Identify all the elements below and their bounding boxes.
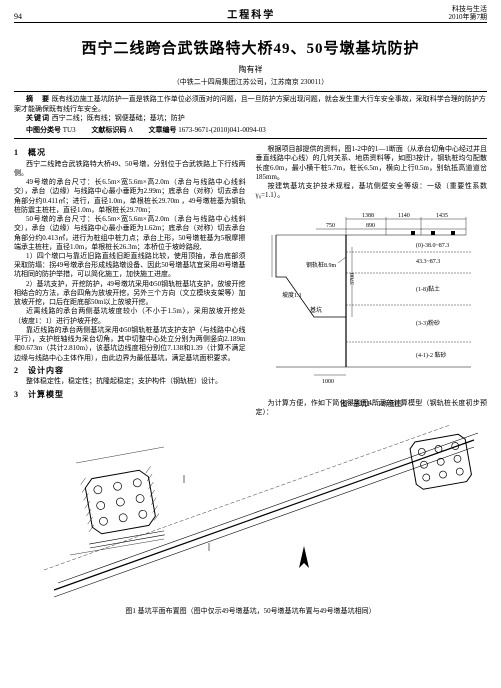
- dim-bottom-width: 1000: [322, 379, 334, 385]
- para-8: 整体稳定性，稳定性；抗隆起稳定；支护构件（钢轨桩）设计。: [14, 377, 246, 386]
- para-2: 49号墩的承台尺寸：长6.5m×宽5.6m×高2.0m（承台与线路中心线斜交），…: [14, 178, 246, 215]
- layer-1: 43.3~87.3: [416, 259, 440, 265]
- column-left: 1 概况 西宁二线跨合武铁路特大桥49、50号墩，分别位于合武铁路上下行线两侧。…: [14, 145, 246, 417]
- abstract-block: 摘 要 既有线边施工基坑防护一直是铁路工作单位必须面对的问题，且一旦防护方案出现…: [14, 91, 487, 139]
- para-5: 2）基坑支护，开挖防护，49号墩坑采用Φ50钢轨桩基坑支护，放坡开挖相结合的方法…: [14, 280, 246, 308]
- journal-info: 科技与生活 2010年第7期: [449, 6, 488, 21]
- doc-label: 文献标识码: [91, 126, 126, 134]
- para-r2: 按建筑基坑支护技术规程，基坑侧壁安全等级：一级（重要性系数 γ₀=1.1）。: [256, 182, 488, 200]
- section-3-header: 3 计算模型: [14, 390, 246, 401]
- page-header: 94 工程科学 科技与生活 2010年第7期: [14, 6, 487, 23]
- section-1-header: 1 概况: [14, 148, 246, 159]
- section-svg: 1388 1140 1435 750 890 坡度1:1 钢轨桩8.9m: [266, 207, 476, 395]
- para-r1: 根据项目部提供的资料，图1-2中的1—1断面（从承台切角中心经过并且垂直线路中心…: [256, 145, 488, 182]
- layer-3: (3-3)粉砂: [416, 319, 440, 327]
- layer-2: (1-8)黏土: [416, 285, 440, 293]
- author-name: 陶有祥: [14, 64, 487, 75]
- basepit-label: 基坑: [310, 306, 322, 314]
- dim-top-1: 1388: [362, 213, 374, 219]
- dim-left-small: 750: [326, 223, 335, 229]
- keywords-text: 西宁二线；既有线；钢便基础；基坑；防护: [52, 114, 185, 122]
- page-number: 94: [14, 12, 54, 21]
- article-no-label: 文章编号: [149, 126, 177, 134]
- layer-0: (0)-38.0~87.3: [416, 242, 449, 249]
- section-2-header: 2 设计内容: [14, 366, 246, 377]
- figure1-caption: 图1 基坑平面布置图（图中仅示49号墩基坑，50号墩基坑布置与49号墩基坑相同）: [14, 606, 487, 616]
- dim-extra: 890: [366, 223, 375, 229]
- layer-4: (4-1)-2 黏砂: [416, 351, 447, 359]
- abstract-label: 摘 要: [26, 95, 50, 103]
- author-affiliation: （中铁二十四局集团江苏公司，江苏南京 230011）: [14, 77, 487, 87]
- plan-svg: [14, 425, 487, 603]
- para-1: 西宁二线跨合武铁路特大桥49、50号墩，分别位于合武铁路上下行线两侧。: [14, 160, 246, 178]
- article-title: 西宁二线跨合武铁路特大桥49、50号墩基坑防护: [14, 37, 487, 58]
- figure2-caption: 图3 基坑1—1断面图: [266, 400, 476, 409]
- dim-top-2: 1140: [398, 213, 410, 219]
- para-3: 50号墩的承台尺寸：长6.5m×宽5.6m×高2.0m（承台与线路中心线斜交），…: [14, 215, 246, 252]
- dim-top-3: 1435: [436, 213, 448, 219]
- nail-pile-label: 钢轨桩8.9m: [306, 261, 337, 269]
- doc-value: A: [128, 126, 133, 134]
- journal-section: 工程科学: [227, 6, 275, 21]
- class-label: 中图分类号: [26, 126, 61, 134]
- para-4: 1）四个墩口与靠近旧路直线旧距直线路比较，使用顶抽，承台底部须采取防塌：拐49号…: [14, 252, 246, 280]
- dim-height-main: 3700: [350, 273, 356, 285]
- para-6: 近离线路的承台两侧基坑坡度较小（不小于1.5m），采用放坡开挖处（坡度1：1）进…: [14, 307, 246, 325]
- abstract-text: 既有线边施工基坑防护一直是铁路工作单位必须面对的问题，且一旦防护方案出现问题，就…: [14, 95, 486, 112]
- class-value: TU3: [63, 126, 76, 134]
- figure-plan-view: [14, 425, 487, 603]
- journal-issue: 2010年第7期: [449, 14, 488, 22]
- slope-label: 坡度1:1: [282, 291, 302, 299]
- keywords-label: 关键词: [26, 114, 50, 122]
- article-no-value: 1673-9671-(2010)041-0094-03: [178, 126, 266, 134]
- para-7: 靠近线路的承台两侧基坑采用Φ50钢轨桩基坑支护支护（与线路中心线平行），支护桩轴…: [14, 326, 246, 363]
- column-right: 根据项目部提供的资料，图1-2中的1—1断面（从承台切角中心经过并且垂直线路中心…: [256, 145, 488, 417]
- figure-section-diagram: 1388 1140 1435 750 890 坡度1:1 钢轨桩8.9m: [266, 207, 476, 395]
